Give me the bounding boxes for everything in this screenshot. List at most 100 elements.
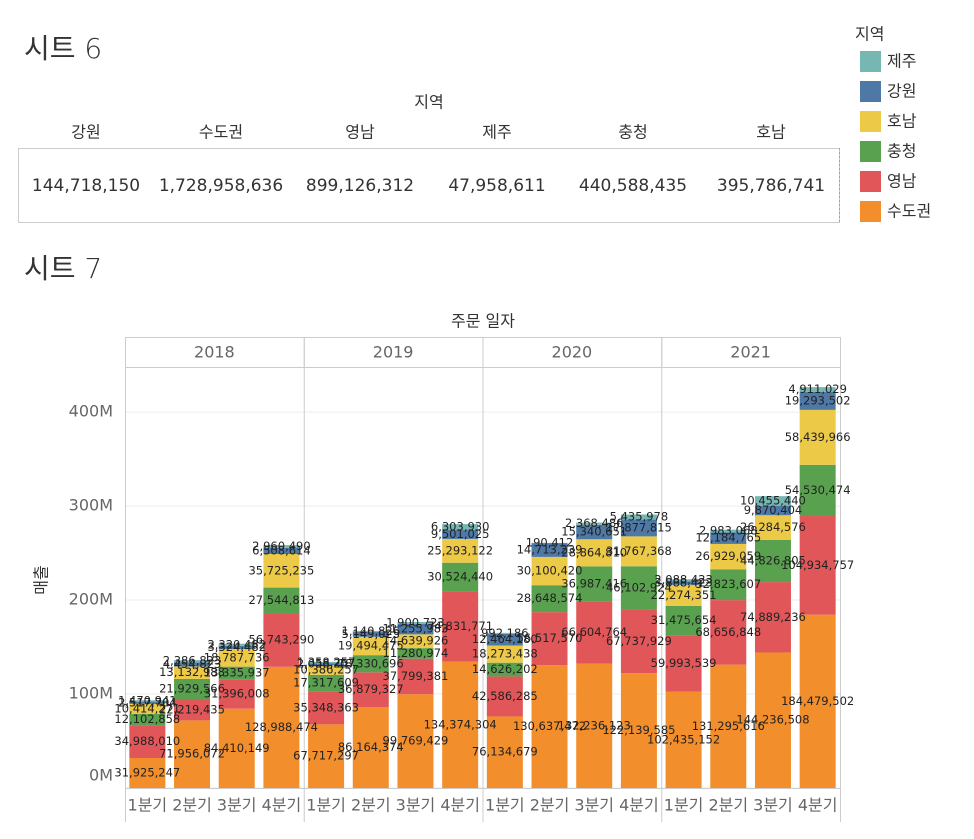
bar-segment xyxy=(174,660,211,663)
bar-segment xyxy=(799,464,836,517)
bar-segment xyxy=(620,514,657,520)
bar-segment xyxy=(665,605,702,636)
bar-segment xyxy=(129,701,166,704)
data-label: 1,358,257 xyxy=(297,655,356,669)
data-label: 122,139,585 xyxy=(602,723,675,737)
data-label: 17,317,609 xyxy=(293,676,359,690)
bar-segment xyxy=(665,691,702,788)
bar-segment xyxy=(576,663,613,788)
data-label: 11,255,983 xyxy=(383,622,449,636)
bar-segment xyxy=(174,699,211,721)
x-tick-label: 2분기 xyxy=(708,796,748,815)
bar-segment xyxy=(352,630,389,632)
data-label: 99,769,429 xyxy=(383,734,449,748)
year-label: 2018 xyxy=(194,343,235,362)
data-label: 56,743,290 xyxy=(248,633,314,647)
bar-segment xyxy=(620,609,657,674)
data-label: 2,320,482 xyxy=(207,637,266,651)
bar-segment xyxy=(352,655,389,673)
data-label: 131,295,616 xyxy=(692,719,765,733)
legend-label: 호남 xyxy=(887,112,917,131)
data-label: 54,530,474 xyxy=(785,483,851,497)
legend-label: 제주 xyxy=(887,52,916,71)
column-header: 충청 xyxy=(618,123,647,142)
data-label: 104,934,757 xyxy=(781,558,854,572)
data-label: 144,236,508 xyxy=(736,713,809,727)
legend-label: 수도권 xyxy=(887,202,931,221)
legend-label: 강원 xyxy=(887,82,916,101)
bar-segment xyxy=(665,581,702,585)
data-label: 34,988,010 xyxy=(114,734,180,748)
bar-segment xyxy=(397,634,434,649)
bar-segment xyxy=(263,666,300,788)
data-label: 27,544,813 xyxy=(248,593,314,607)
bar-segment xyxy=(620,519,657,537)
bar-segment xyxy=(218,708,255,788)
data-label: 2,368,486 xyxy=(565,516,624,530)
data-label: 5,435,978 xyxy=(610,510,669,524)
data-label: 25,293,122 xyxy=(427,543,493,557)
bar-segment xyxy=(174,678,211,700)
bar-segment xyxy=(576,539,613,567)
bar-segment xyxy=(129,757,166,788)
bar-segment xyxy=(308,661,345,664)
bar-segment xyxy=(486,632,523,634)
data-label: 76,134,679 xyxy=(472,745,538,759)
data-label: 84,410,149 xyxy=(204,741,270,755)
x-tick-label: 4분기 xyxy=(619,796,659,815)
bar-segment xyxy=(576,566,613,602)
bar-segment xyxy=(397,621,434,624)
legend-label: 영남 xyxy=(887,172,917,191)
data-label: 134,374,304 xyxy=(424,717,497,731)
bar-segment xyxy=(129,700,166,702)
bar-segment xyxy=(531,612,568,666)
bar-segment xyxy=(576,601,613,664)
bar-segment xyxy=(531,585,568,613)
data-label: 5,149,025 xyxy=(342,627,401,641)
data-label: 14,626,202 xyxy=(472,662,538,676)
data-label: 9,501,025 xyxy=(431,527,490,541)
data-label: 1,470,941 xyxy=(118,693,177,707)
data-label: 128,988,474 xyxy=(245,720,318,734)
data-label: 46,102,924 xyxy=(606,580,672,594)
table-cell: 144,718,150 xyxy=(32,176,140,196)
bar-segment xyxy=(129,703,166,714)
y-tick-label: 200M xyxy=(69,590,113,609)
data-label: 9,870,404 xyxy=(744,503,803,517)
bar-segment xyxy=(799,391,836,410)
x-tick-label: 4분기 xyxy=(440,796,480,815)
y-axis-label: 매출 xyxy=(32,565,51,594)
x-tick-label: 4분기 xyxy=(262,796,302,815)
bar-segment xyxy=(442,661,479,788)
x-tick-label: 3분기 xyxy=(574,796,614,815)
bar-segment xyxy=(620,673,657,788)
data-label: 12,464,180 xyxy=(472,632,538,646)
data-label: 14,713,239 xyxy=(517,543,583,557)
data-label: 71,956,072 xyxy=(159,747,225,761)
bar-segment xyxy=(352,636,389,656)
data-label: 2,088,423 xyxy=(654,573,713,587)
data-label: 26,284,576 xyxy=(740,520,806,534)
bar-segment xyxy=(754,652,791,788)
bar-segment xyxy=(754,505,791,516)
bar-segment xyxy=(665,584,702,606)
x-tick-label: 3분기 xyxy=(753,796,793,815)
bar-segment xyxy=(308,691,345,725)
data-label: 102,435,152 xyxy=(647,732,720,746)
data-label: 67,717,297 xyxy=(293,749,359,763)
column-header: 제주 xyxy=(482,123,511,142)
data-label: 17,877,815 xyxy=(606,520,672,534)
bar-segment xyxy=(442,591,479,662)
bar-segment xyxy=(710,529,747,533)
bar-segment xyxy=(397,694,434,788)
bar-segment xyxy=(442,538,479,563)
sheet-title: 시트 7 xyxy=(24,252,102,285)
data-label: 67,737,929 xyxy=(606,634,672,648)
bar-segment xyxy=(263,554,300,588)
data-label: 1,140,826 xyxy=(342,624,401,638)
x-tick-label: 3분기 xyxy=(217,796,257,815)
data-label: 74,831,771 xyxy=(427,619,493,633)
bar-segment xyxy=(352,707,389,788)
